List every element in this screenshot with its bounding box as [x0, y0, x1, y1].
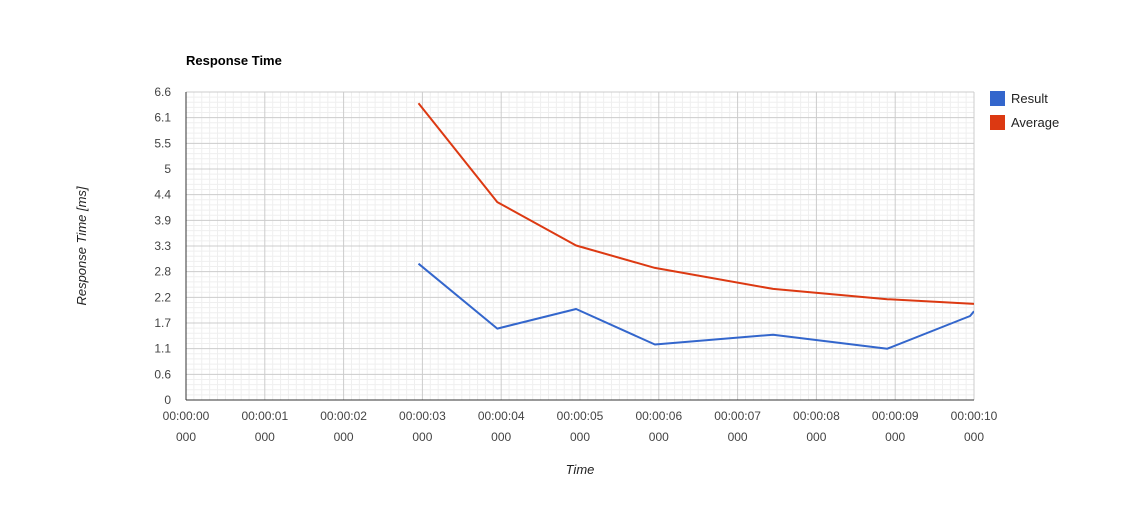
- y-tick-label: 6.6: [154, 85, 171, 99]
- x-tick-sublabel: 000: [806, 430, 826, 444]
- x-tick-label: 00:00:10: [951, 409, 998, 423]
- x-tick-sublabel: 000: [334, 430, 354, 444]
- x-tick-label: 00:00:06: [635, 409, 682, 423]
- axes: [185, 92, 974, 401]
- x-tick-sublabel: 000: [649, 430, 669, 444]
- y-tick-label: 5: [164, 162, 171, 176]
- y-tick-label: 2.8: [154, 265, 171, 279]
- y-tick-label: 4.4: [154, 188, 171, 202]
- x-tick-sublabel: 000: [255, 430, 275, 444]
- y-axis-title: Response Time [ms]: [74, 186, 89, 305]
- y-tick-label: 5.5: [154, 136, 171, 150]
- x-tick-sublabel: 000: [491, 430, 511, 444]
- x-tick-label: 00:00:04: [478, 409, 525, 423]
- y-tick-label: 0: [164, 393, 171, 407]
- chart-title: Response Time: [186, 53, 282, 68]
- x-tick-label: 00:00:05: [557, 409, 604, 423]
- legend-label-result: Result: [1011, 91, 1048, 106]
- x-tick-label: 00:00:03: [399, 409, 446, 423]
- x-tick-label: 00:00:08: [793, 409, 840, 423]
- legend-swatch-average: [990, 115, 1005, 130]
- x-tick-sublabel: 000: [885, 430, 905, 444]
- x-tick-sublabel: 000: [728, 430, 748, 444]
- x-tick-labels: 00:00:00 000 00:00:01 000 00:00:02 000 00:00:0…: [163, 409, 998, 444]
- x-tick-label: 00:00:07: [714, 409, 761, 423]
- x-tick-label: 00:00:02: [320, 409, 367, 423]
- x-tick-sublabel: 000: [570, 430, 590, 444]
- series-line-average: [417, 102, 974, 305]
- series-lines: [417, 102, 974, 350]
- x-tick-sublabel: 000: [176, 430, 196, 444]
- y-tick-label: 2.2: [154, 290, 171, 304]
- y-tick-label: 1.1: [154, 342, 171, 356]
- x-axis-title: Time: [566, 462, 595, 477]
- legend-label-average: Average: [1011, 115, 1059, 130]
- y-tick-label: 1.7: [154, 316, 171, 330]
- y-tick-label: 6.1: [154, 111, 171, 125]
- y-tick-labels: 0 0.6 1.1 1.7 2.2 2.8 3.3 3.9 4.4 5 5.5 6.1 6.6: [154, 85, 171, 407]
- y-tick-label: 3.9: [154, 213, 171, 227]
- series-line-result: [417, 262, 974, 350]
- x-tick-label: 00:00:09: [872, 409, 919, 423]
- y-tick-label: 0.6: [154, 367, 171, 381]
- x-tick-label: 00:00:01: [241, 409, 288, 423]
- x-tick-label: 00:00:00: [163, 409, 210, 423]
- x-tick-sublabel: 000: [964, 430, 984, 444]
- legend: Result Average: [990, 91, 1059, 130]
- legend-swatch-result: [990, 91, 1005, 106]
- x-tick-sublabel: 000: [412, 430, 432, 444]
- y-tick-label: 3.3: [154, 239, 171, 253]
